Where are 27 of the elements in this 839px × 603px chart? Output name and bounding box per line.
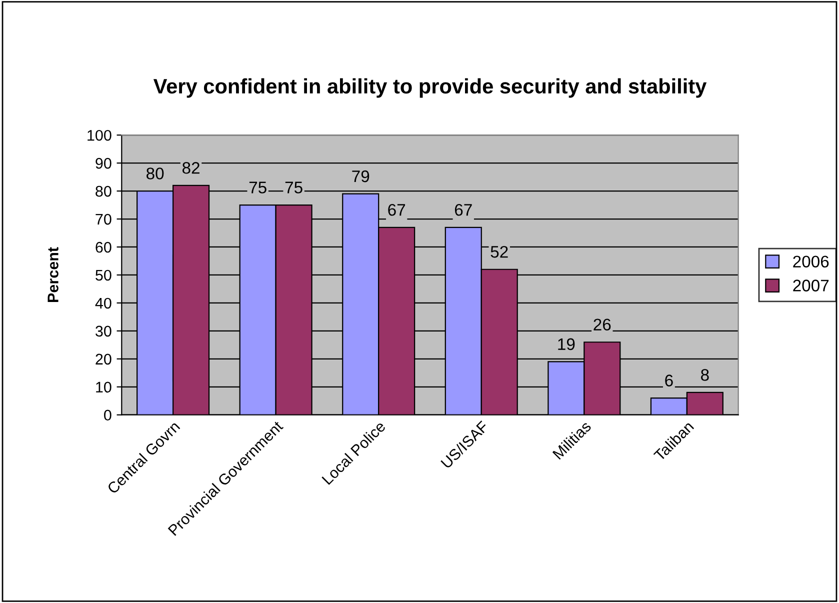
data-label: 19 [558, 338, 575, 350]
y-tick-label: 60 [96, 242, 112, 253]
legend-label: 2007 [793, 280, 829, 292]
y-tick-label: 40 [95, 298, 112, 309]
y-tick-label: 0 [104, 410, 112, 421]
y-tick-label: 90 [96, 158, 112, 169]
y-tick-label: 100 [88, 130, 112, 141]
y-tick-label: 20 [96, 354, 112, 365]
data-label: 67 [454, 204, 472, 216]
data-label: 6 [665, 374, 673, 386]
y-tick-label: 70 [96, 214, 112, 225]
y-tick-label: 80 [96, 186, 112, 197]
y-tick-label: 50 [96, 270, 112, 281]
y-tick-label: 10 [96, 382, 112, 393]
data-label: 82 [182, 162, 200, 174]
y-tick-label: 30 [96, 326, 112, 337]
data-label: 67 [388, 204, 406, 216]
legend-label: 2006 [793, 256, 829, 268]
data-label: 26 [594, 318, 611, 330]
data-label: 52 [490, 246, 508, 258]
data-label: 75 [285, 182, 302, 194]
data-label: 79 [352, 170, 370, 182]
data-label: 75 [249, 182, 266, 194]
data-label: 8 [701, 369, 709, 381]
chart-title: Very confident in ability to provide security and stability [153, 78, 707, 98]
y-axis-title: Percent [48, 247, 58, 302]
data-label: 80 [146, 168, 164, 180]
